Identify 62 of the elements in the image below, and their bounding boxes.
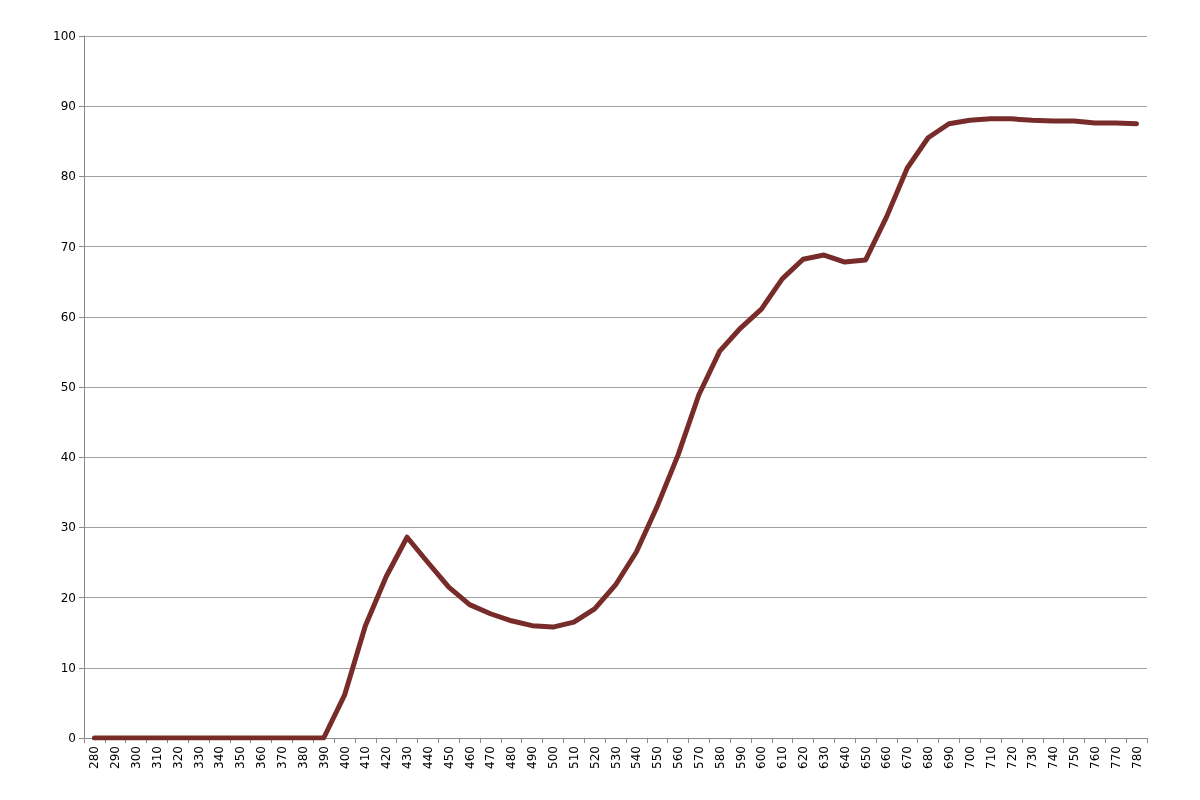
x-tick-label: 380 [295, 746, 310, 769]
y-tick-label: 70 [60, 239, 76, 254]
y-tick-label: 30 [60, 520, 76, 535]
x-tick-label: 650 [858, 746, 873, 769]
y-tick-label: 20 [60, 590, 76, 605]
y-tick-label: 80 [60, 169, 76, 184]
x-tick-label: 440 [420, 746, 435, 769]
x-tick-label: 450 [441, 746, 456, 769]
x-tick-label: 680 [921, 746, 936, 769]
x-tick-label: 780 [1129, 746, 1144, 769]
x-tick-label: 520 [587, 746, 602, 769]
x-tick-label: 290 [108, 746, 123, 769]
x-tick-label: 400 [337, 746, 352, 769]
y-tick-label: 100 [53, 29, 76, 43]
x-tick-label: 730 [1025, 746, 1040, 769]
x-tick-label: 430 [400, 746, 415, 769]
y-tick-label: 0 [68, 731, 76, 745]
x-tick-label: 510 [566, 746, 581, 769]
x-tick-label: 350 [233, 746, 248, 769]
y-tick-label: 90 [60, 99, 76, 114]
x-tick-label: 300 [129, 746, 144, 769]
x-tick-label: 530 [608, 746, 623, 769]
x-tick-label: 630 [816, 746, 831, 769]
x-tick-label: 720 [1004, 746, 1019, 769]
x-tick-label: 690 [941, 746, 956, 769]
x-tick-label: 600 [754, 746, 769, 769]
x-tick-label: 480 [504, 746, 519, 769]
x-tick-label: 310 [149, 746, 164, 769]
x-tick-label: 420 [379, 746, 394, 769]
x-tick-label: 490 [525, 746, 540, 769]
x-tick-label: 410 [358, 746, 373, 769]
x-tick-label: 500 [545, 746, 560, 769]
x-tick-label: 360 [254, 746, 269, 769]
x-tick-label: 710 [983, 746, 998, 769]
x-tick-label: 590 [733, 746, 748, 769]
x-tick-label: 580 [712, 746, 727, 769]
x-tick-label: 370 [275, 746, 290, 769]
x-tick-label: 340 [212, 746, 227, 769]
y-tick-label: 50 [60, 380, 76, 394]
x-tick-label: 460 [462, 746, 477, 769]
x-tick-label: 740 [1046, 746, 1061, 769]
x-tick-label: 470 [483, 746, 498, 769]
x-tick-label: 660 [879, 746, 894, 769]
x-tick-label: 750 [1067, 746, 1082, 769]
x-tick-label: 540 [629, 746, 644, 769]
y-tick-label: 10 [60, 660, 76, 675]
x-tick-label: 560 [671, 746, 686, 769]
x-tick-label: 390 [316, 746, 331, 769]
x-tick-label: 330 [191, 746, 206, 769]
x-tick-label: 570 [691, 746, 706, 769]
x-tick-label: 610 [775, 746, 790, 769]
x-tick-label: 670 [900, 746, 915, 769]
y-tick-label: 60 [60, 309, 76, 324]
x-tick-label: 700 [962, 746, 977, 769]
x-tick-label: 760 [1087, 746, 1102, 769]
y-tick-label: 40 [60, 450, 76, 465]
x-tick-label: 770 [1108, 746, 1123, 769]
x-tick-label: 640 [837, 746, 852, 769]
x-tick-label: 320 [170, 746, 185, 769]
x-tick-label: 280 [87, 746, 102, 769]
x-tick-label: 620 [796, 746, 811, 769]
x-tick-label: 550 [650, 746, 665, 769]
